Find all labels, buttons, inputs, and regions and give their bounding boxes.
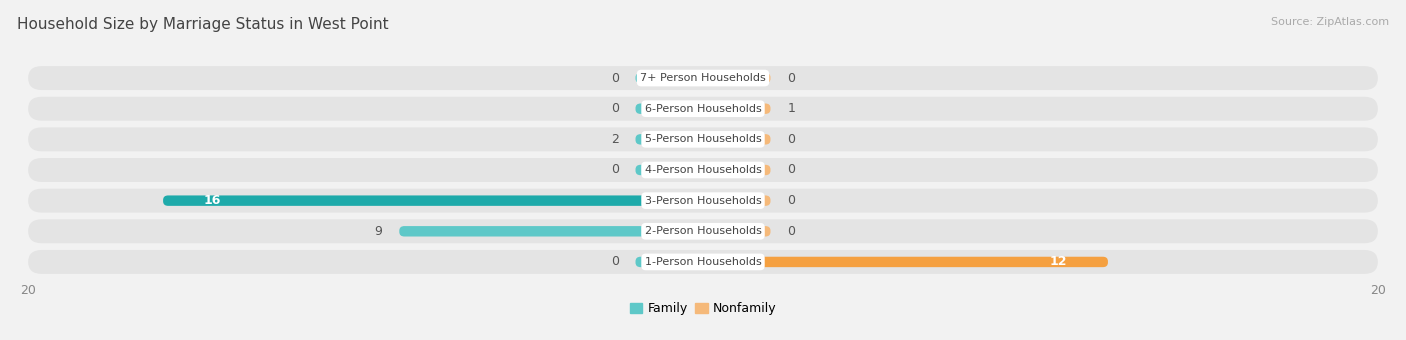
Text: 0: 0 (787, 71, 796, 85)
Text: 0: 0 (787, 194, 796, 207)
FancyBboxPatch shape (28, 128, 1378, 151)
FancyBboxPatch shape (703, 257, 1108, 267)
FancyBboxPatch shape (703, 165, 770, 175)
FancyBboxPatch shape (703, 134, 770, 144)
Text: 0: 0 (787, 225, 796, 238)
Text: 0: 0 (787, 133, 796, 146)
Text: 2: 2 (610, 133, 619, 146)
Text: 3-Person Households: 3-Person Households (644, 195, 762, 206)
Text: Source: ZipAtlas.com: Source: ZipAtlas.com (1271, 17, 1389, 27)
FancyBboxPatch shape (28, 189, 1378, 212)
FancyBboxPatch shape (399, 226, 703, 237)
Text: 5-Person Households: 5-Person Households (644, 134, 762, 144)
FancyBboxPatch shape (636, 165, 703, 175)
FancyBboxPatch shape (703, 226, 770, 237)
FancyBboxPatch shape (703, 195, 770, 206)
FancyBboxPatch shape (636, 257, 703, 267)
Text: 12: 12 (1050, 255, 1067, 269)
Text: 0: 0 (787, 164, 796, 176)
Text: 1: 1 (787, 102, 796, 115)
Text: 0: 0 (610, 255, 619, 269)
FancyBboxPatch shape (28, 66, 1378, 90)
FancyBboxPatch shape (28, 97, 1378, 121)
Text: 2-Person Households: 2-Person Households (644, 226, 762, 236)
FancyBboxPatch shape (28, 219, 1378, 243)
FancyBboxPatch shape (636, 73, 703, 83)
Text: 0: 0 (610, 164, 619, 176)
Text: 6-Person Households: 6-Person Households (644, 104, 762, 114)
FancyBboxPatch shape (703, 103, 770, 114)
Text: Household Size by Marriage Status in West Point: Household Size by Marriage Status in Wes… (17, 17, 388, 32)
Text: 4-Person Households: 4-Person Households (644, 165, 762, 175)
Text: 1-Person Households: 1-Person Households (644, 257, 762, 267)
FancyBboxPatch shape (636, 103, 703, 114)
Text: 0: 0 (610, 71, 619, 85)
Text: 7+ Person Households: 7+ Person Households (640, 73, 766, 83)
Text: 0: 0 (610, 102, 619, 115)
Legend: Family, Nonfamily: Family, Nonfamily (624, 298, 782, 320)
FancyBboxPatch shape (28, 250, 1378, 274)
FancyBboxPatch shape (163, 195, 703, 206)
FancyBboxPatch shape (636, 134, 703, 144)
FancyBboxPatch shape (703, 73, 770, 83)
Text: 16: 16 (204, 194, 221, 207)
Text: 9: 9 (374, 225, 382, 238)
FancyBboxPatch shape (28, 158, 1378, 182)
